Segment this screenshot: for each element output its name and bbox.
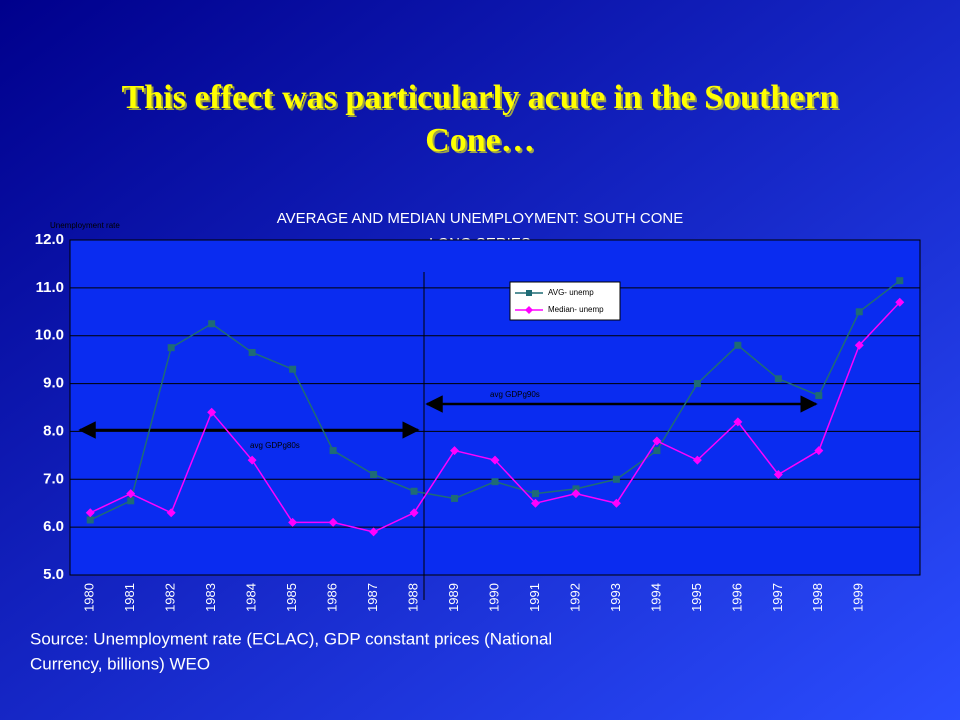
data-point [329, 447, 337, 455]
data-point [855, 308, 863, 316]
data-point [450, 446, 460, 456]
x-tick-label: 1988 [405, 583, 420, 612]
data-point [248, 348, 256, 356]
data-point [207, 407, 217, 417]
x-tick-label: 1998 [810, 583, 825, 612]
x-tick-label: 1996 [729, 583, 744, 612]
slide-title: Cone… [425, 122, 535, 159]
legend-label: AVG- unemp [548, 288, 594, 297]
legend-marker [525, 306, 533, 314]
source-note: Source: Unemployment rate (ECLAC), GDP c… [30, 629, 552, 648]
x-tick-label: 1993 [608, 583, 623, 612]
x-tick-label: 1980 [82, 583, 97, 612]
annotation: avg GDPg90s [490, 390, 540, 399]
source-note: Currency, billions) WEO [30, 654, 210, 673]
data-point [289, 365, 297, 373]
x-tick-label: 1982 [163, 583, 178, 612]
data-point [652, 436, 662, 446]
data-point [734, 341, 742, 349]
x-tick-label: 1991 [527, 583, 542, 612]
data-point [530, 498, 540, 508]
data-point [612, 475, 620, 483]
y-tick-label: 5.0 [43, 566, 64, 583]
y-tick-label: 6.0 [43, 518, 64, 535]
y-tick-label: 9.0 [43, 375, 64, 392]
slide-title-shadow: Cone… [427, 124, 537, 161]
data-point [208, 320, 216, 328]
annotation: avg GDPg80s [250, 441, 300, 450]
data-point [653, 447, 661, 455]
x-tick-label: 1985 [284, 583, 299, 612]
x-tick-label: 1983 [203, 583, 218, 612]
data-point [86, 516, 94, 524]
data-point [369, 527, 379, 537]
x-tick-label: 1986 [325, 583, 340, 612]
data-point [814, 446, 824, 456]
y-tick-label: 7.0 [43, 470, 64, 487]
y-tick-label: 10.0 [35, 327, 64, 344]
x-tick-label: 1987 [365, 583, 380, 612]
legend-label: Median- unemp [548, 305, 604, 314]
legend-marker [526, 290, 532, 296]
y-axis-label: Unemployment rate [50, 221, 120, 230]
data-point [692, 455, 702, 465]
x-tick-label: 1997 [770, 583, 785, 612]
x-tick-label: 1989 [446, 583, 461, 612]
x-tick-label: 1992 [567, 583, 582, 612]
data-point [126, 489, 136, 499]
x-tick-label: 1990 [486, 583, 501, 612]
data-point [490, 455, 500, 465]
data-point [611, 498, 621, 508]
data-point [451, 494, 459, 502]
slide-title-shadow: This effect was particularly acute in th… [124, 81, 841, 118]
x-tick-label: 1995 [689, 583, 704, 612]
data-point [896, 277, 904, 285]
data-point [166, 508, 176, 518]
x-tick-label: 1981 [122, 583, 137, 612]
data-point [410, 487, 418, 495]
data-point [571, 489, 581, 499]
legend-box [509, 281, 621, 321]
x-tick-label: 1994 [648, 583, 663, 612]
data-point [733, 417, 743, 427]
data-point [85, 508, 95, 518]
y-tick-label: 12.0 [35, 231, 64, 248]
plot-background [69, 239, 921, 576]
data-point [572, 485, 580, 493]
x-tick-label: 1984 [244, 583, 259, 612]
data-point [895, 297, 905, 307]
data-point [247, 455, 257, 465]
slide-title: This effect was particularly acute in th… [122, 79, 839, 116]
data-point [409, 508, 419, 518]
y-tick-label: 11.0 [36, 279, 64, 296]
data-point [693, 380, 701, 388]
data-point [774, 375, 782, 383]
chart-title: AVERAGE AND MEDIAN UNEMPLOYMENT: SOUTH C… [277, 210, 683, 227]
data-point [773, 470, 783, 479]
data-point [328, 517, 338, 527]
data-point [167, 344, 175, 352]
data-point [854, 340, 864, 350]
data-point [491, 478, 499, 486]
data-point [531, 490, 539, 498]
data-point [370, 471, 378, 478]
data-point [127, 497, 135, 505]
x-tick-label: 1999 [851, 583, 866, 612]
data-point [815, 392, 823, 400]
y-tick-label: 8.0 [43, 422, 64, 439]
data-point [288, 517, 298, 527]
